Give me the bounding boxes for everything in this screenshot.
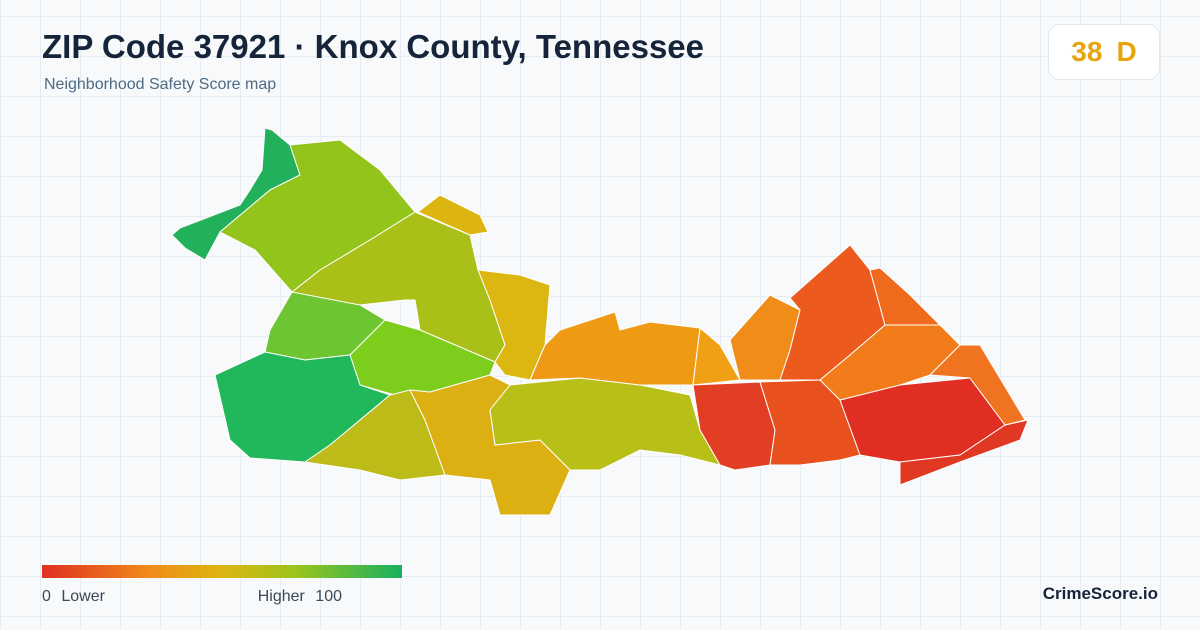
legend-min-label: Lower bbox=[61, 588, 105, 605]
grade: D bbox=[1116, 36, 1137, 67]
score: 38 bbox=[1071, 36, 1103, 67]
legend-bar bbox=[42, 565, 402, 578]
score-badge: 38 D bbox=[1048, 24, 1160, 80]
legend-max-label: Higher bbox=[257, 588, 305, 605]
subtitle: Neighborhood Safety Score map bbox=[44, 76, 277, 93]
brand: CrimeScore.io bbox=[1042, 584, 1158, 603]
legend-min: 0 bbox=[42, 588, 51, 605]
legend-labels: 0 Lower Higher 100 bbox=[42, 588, 342, 606]
legend-max: 100 bbox=[315, 588, 342, 605]
title: ZIP Code 37921 · Knox County, Tennessee bbox=[42, 28, 705, 65]
zip-regions bbox=[171, 127, 1029, 516]
